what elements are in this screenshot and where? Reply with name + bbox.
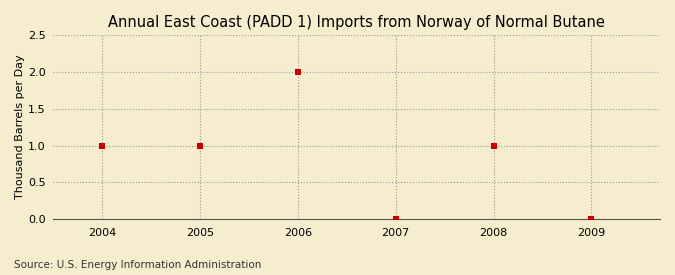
Point <box>586 217 597 221</box>
Y-axis label: Thousand Barrels per Day: Thousand Barrels per Day <box>15 55 25 199</box>
Title: Annual East Coast (PADD 1) Imports from Norway of Normal Butane: Annual East Coast (PADD 1) Imports from … <box>108 15 605 30</box>
Point <box>97 143 107 148</box>
Point <box>292 70 303 74</box>
Point <box>390 217 401 221</box>
Point <box>488 143 499 148</box>
Point <box>194 143 205 148</box>
Text: Source: U.S. Energy Information Administration: Source: U.S. Energy Information Administ… <box>14 260 261 270</box>
